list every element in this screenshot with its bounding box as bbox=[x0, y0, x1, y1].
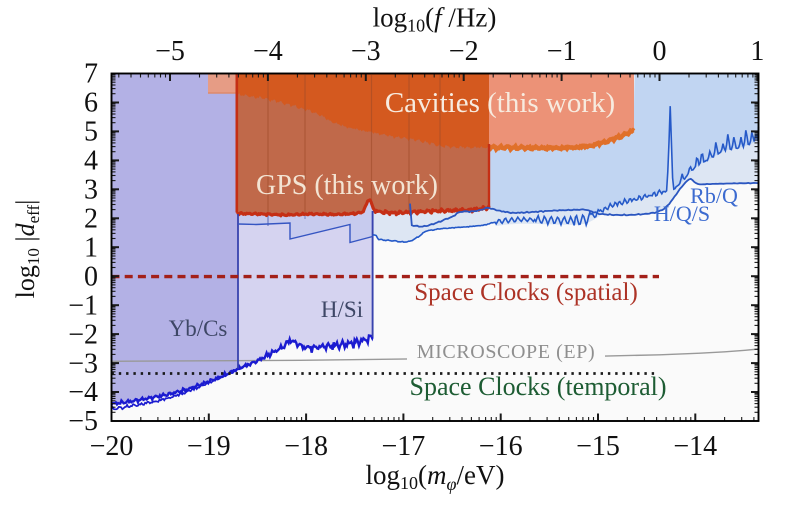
svg-text:−1: −1 bbox=[68, 290, 98, 321]
svg-text:−2: −2 bbox=[449, 36, 479, 67]
svg-text:−1: −1 bbox=[547, 36, 577, 67]
svg-text:0: 0 bbox=[84, 261, 98, 292]
svg-text:1: 1 bbox=[84, 232, 98, 263]
svg-text:GPS (this work): GPS (this work) bbox=[256, 170, 438, 201]
svg-text:6: 6 bbox=[84, 88, 98, 119]
svg-text:−14: −14 bbox=[673, 431, 717, 462]
svg-text:log10(mφ/eV): log10(mφ/eV) bbox=[366, 460, 505, 494]
svg-text:5: 5 bbox=[84, 117, 98, 148]
svg-text:7: 7 bbox=[84, 59, 98, 90]
svg-text:−4: −4 bbox=[68, 377, 98, 408]
svg-text:3: 3 bbox=[84, 175, 98, 206]
svg-text:log10(f /Hz): log10(f /Hz) bbox=[373, 3, 497, 36]
svg-text:−19: −19 bbox=[187, 431, 231, 462]
svg-text:−15: −15 bbox=[576, 431, 620, 462]
svg-text:MICROSCOPE (EP): MICROSCOPE (EP) bbox=[417, 341, 595, 363]
svg-text:−4: −4 bbox=[253, 36, 283, 67]
svg-text:−5: −5 bbox=[68, 406, 98, 437]
svg-text:H/Q/S: H/Q/S bbox=[654, 201, 710, 226]
svg-text:1: 1 bbox=[750, 36, 764, 67]
svg-text:−2: −2 bbox=[68, 319, 98, 350]
svg-text:−3: −3 bbox=[351, 36, 381, 67]
svg-text:−20: −20 bbox=[90, 431, 134, 462]
svg-text:Cavities (this work): Cavities (this work) bbox=[385, 87, 615, 119]
svg-text:2: 2 bbox=[84, 203, 98, 234]
svg-text:0: 0 bbox=[653, 36, 667, 67]
svg-text:Space Clocks (spatial): Space Clocks (spatial) bbox=[414, 279, 638, 306]
svg-text:Space Clocks (temporal): Space Clocks (temporal) bbox=[409, 372, 666, 401]
svg-text:−18: −18 bbox=[284, 431, 328, 462]
svg-text:Rb/Q: Rb/Q bbox=[690, 183, 738, 208]
svg-text:−3: −3 bbox=[68, 348, 98, 379]
svg-text:H/Si: H/Si bbox=[321, 297, 363, 322]
svg-text:log10 |deff|: log10 |deff| bbox=[11, 200, 43, 299]
svg-text:−5: −5 bbox=[155, 36, 185, 67]
svg-text:−17: −17 bbox=[382, 431, 426, 462]
svg-text:4: 4 bbox=[84, 146, 98, 177]
svg-text:−16: −16 bbox=[479, 431, 523, 462]
svg-text:Yb/Cs: Yb/Cs bbox=[169, 316, 228, 341]
